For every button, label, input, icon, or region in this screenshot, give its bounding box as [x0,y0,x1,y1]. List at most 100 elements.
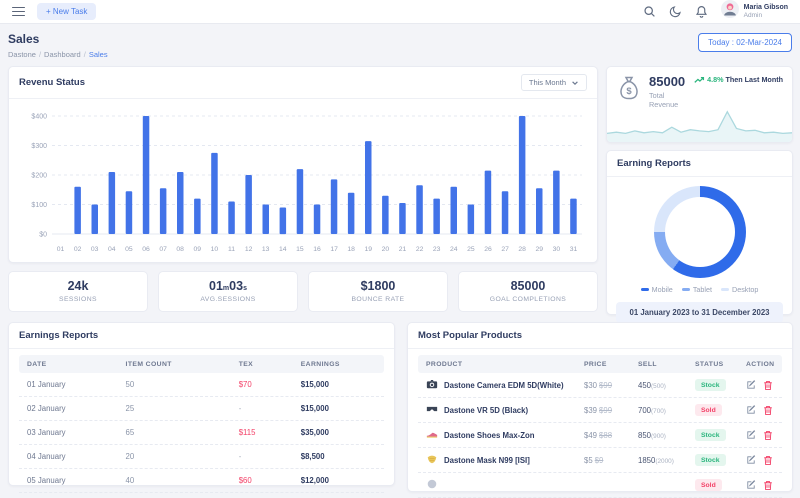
cell-tax: $115 [238,428,256,437]
search-icon[interactable] [643,5,656,18]
moon-icon[interactable] [669,5,682,18]
cell-item-count: 50 [125,380,135,389]
delete-icon[interactable] [763,430,773,441]
stat-bounce-rate: $1800 BOUNCE RATE [308,271,448,312]
cell-sell: 1850(2000) [638,455,674,465]
svg-text:$400: $400 [31,114,47,121]
svg-text:08: 08 [176,246,184,253]
svg-text:$100: $100 [31,202,47,209]
stats-row: 24k SESSIONS 01m03s AVG.SESSIONS $1800 B… [8,271,598,312]
card-title: Earnings Reports [19,330,99,341]
legend-marker [721,288,729,291]
column-header: ACTION [746,360,775,368]
avatar [720,0,739,23]
legend-item[interactable]: Desktop [721,285,758,294]
bell-icon[interactable] [695,5,708,18]
cell-date: 01 January [27,380,66,389]
stat-goal-completions: 85000 GOAL COMPLETIONS [458,271,598,312]
svg-text:07: 07 [159,246,167,253]
svg-text:11: 11 [228,246,235,253]
cell-item-count: 20 [125,452,135,461]
cell-earnings: $15,000 [300,380,329,389]
cell-action [738,425,782,446]
delete-icon[interactable] [763,480,773,491]
cell-date: 02 January [27,404,66,413]
stat-value: 24k [67,279,89,293]
cell-earnings: $15,000 [300,404,329,413]
page-header: Sales Dastone / Dashboard / Sales Today : 02… [8,30,792,59]
svg-text:24: 24 [450,246,458,253]
svg-text:21: 21 [399,246,407,253]
new-task-button[interactable]: + New Task [37,3,97,20]
breadcrumb-item[interactable]: Dashboard [44,50,81,59]
cell-sell: 850(900) [638,430,666,440]
svg-text:17: 17 [330,246,338,253]
cell-status: Sold [687,474,738,496]
total-revenue-card: $ 85000 Total Revenue 4.8% Then Last Mon… [606,66,793,143]
delete-icon[interactable] [763,455,773,466]
table-row: Dastone Mask N99 [ISI] $5 $9 1850(2000) S… [418,448,782,473]
column-header: PRODUCT [426,360,463,368]
column-header: TEX [238,360,254,368]
vr-headset-icon [426,403,438,417]
date-button[interactable]: Today : 02-Mar-2024 [698,33,792,52]
cell-tax: - [238,404,242,413]
user-menu[interactable]: Maria Gibson Admin [720,0,788,23]
svg-text:13: 13 [262,246,270,253]
cell-tax: - [238,452,242,461]
table-row: 02 January 25 - $15,000 [19,397,384,421]
total-revenue-value: 85000 [649,74,686,89]
stat-sessions: 24k SESSIONS [8,271,148,312]
device-donut-chart [653,186,746,278]
svg-text:03: 03 [91,246,99,253]
period-dropdown[interactable]: This Month [520,74,587,91]
trend-up-icon [694,76,705,83]
breadcrumb-item[interactable]: Sales [88,50,108,59]
svg-text:30: 30 [553,246,561,253]
cell-product: Dastone Camera EDM 5D(White) [418,373,576,397]
stat-value: $1800 [360,279,396,293]
edit-icon[interactable] [746,455,756,465]
column-header: PRICE [584,360,607,368]
svg-text:$200: $200 [31,173,47,180]
svg-text:31: 31 [570,246,578,253]
status-badge: Sold [695,479,722,491]
cell-product: Dastone Mask N99 [ISI] [418,448,576,472]
svg-text:15: 15 [296,246,304,253]
period-dropdown-label: This Month [528,78,566,87]
date-range: 01 January 2023 to 31 December 2023 [616,302,783,323]
cell-earnings: $35,000 [300,428,329,437]
legend-item[interactable]: Mobile [640,285,673,294]
svg-text:12: 12 [245,246,253,253]
edit-icon[interactable] [746,405,756,415]
topbar: + New Task Maria Gibson Admin [0,0,800,24]
legend-item[interactable]: Tablet [681,285,712,294]
delete-icon[interactable] [763,380,773,391]
total-revenue-label: Total Revenue [649,91,679,109]
table-header: DATE ITEM COUNT TEX EARNINGS [19,355,384,373]
delete-icon[interactable] [763,405,773,416]
cell-status: Sold [687,399,738,421]
cell-sell: 700(700) [638,405,666,415]
edit-icon[interactable] [746,380,756,390]
cell-price [576,476,630,495]
svg-text:04: 04 [108,246,116,253]
cell-item-count: 65 [125,428,135,437]
user-name: Maria Gibson [743,3,788,11]
cell-item-count: 40 [125,476,135,485]
menu-toggle-icon[interactable] [12,6,25,17]
user-role: Admin [743,11,763,19]
table-row: Dastone Camera EDM 5D(White) $30 $99 450(… [418,373,782,398]
edit-icon[interactable] [746,430,756,440]
svg-text:02: 02 [74,246,82,253]
svg-text:09: 09 [194,246,202,253]
breadcrumb-item[interactable]: Dastone [8,50,36,59]
status-badge: Sold [695,404,722,416]
edit-icon[interactable] [746,480,756,490]
cell-price: $49 $88 [584,430,613,440]
mask-icon [426,453,438,467]
cell-tax: $70 [238,380,252,389]
column-header: SELL [638,360,657,368]
revenue-status-card: Revenu Status This Month $0 $100 $200 $300 $… [8,66,598,263]
stat-avg-sessions: 01m03s AVG.SESSIONS [158,271,298,312]
